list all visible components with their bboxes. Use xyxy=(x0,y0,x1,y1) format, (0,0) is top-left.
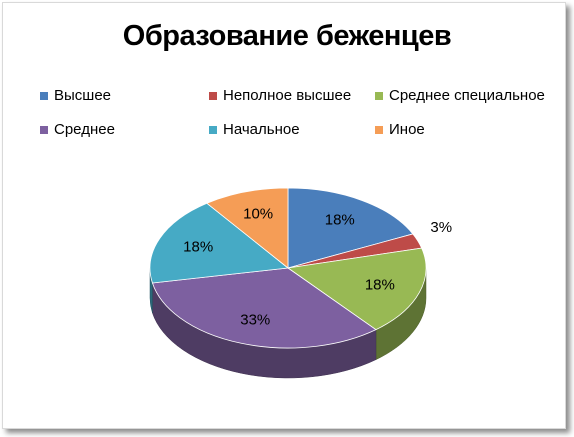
legend-label: Неполное высшее xyxy=(223,87,352,104)
pie-data-label-1: 3% xyxy=(430,219,452,236)
pie-slice-4 xyxy=(149,202,290,284)
pie-data-label-2: 18% xyxy=(365,276,395,293)
legend-swatch xyxy=(40,125,48,134)
legend-item-srednee: Среднее xyxy=(40,121,115,138)
pie-slice-5 xyxy=(206,187,289,269)
pie-data-label-4: 18% xyxy=(183,238,213,255)
pie-data-label-3: 33% xyxy=(240,312,270,329)
legend-item-inoe: Иное xyxy=(375,121,425,138)
legend-label: Высшее xyxy=(54,87,112,104)
chart-title: Образование беженцев xyxy=(122,20,452,52)
legend-label: Иное xyxy=(389,121,425,138)
legend-label: Среднее xyxy=(54,121,115,138)
legend-label: Среднее специальное xyxy=(389,87,545,104)
legend-item-nepolnoe-vysshee: Неполное высшее xyxy=(209,87,351,104)
legend-swatch xyxy=(375,125,383,134)
legend-swatch xyxy=(209,91,217,100)
legend-swatch xyxy=(375,91,383,100)
pie-slice-2 xyxy=(286,247,427,331)
legend-swatch xyxy=(40,91,48,100)
legend-label: Начальное xyxy=(223,121,300,138)
pie-data-label-0: 18% xyxy=(325,212,355,229)
legend-item-vysshee: Высшее xyxy=(40,87,111,104)
pie-labels: 18% 3% 18% 33% 18% 10% xyxy=(183,206,452,329)
legend-item-srednee-specialnoe: Среднее специальное xyxy=(375,87,545,104)
legend-swatch xyxy=(209,125,217,134)
pie-top xyxy=(149,187,427,349)
pie-slice-0 xyxy=(287,187,414,269)
pie-data-label-5: 10% xyxy=(243,206,273,223)
legend-item-nachalnoe: Начальное xyxy=(209,121,300,138)
pie-slice-3 xyxy=(151,267,377,349)
